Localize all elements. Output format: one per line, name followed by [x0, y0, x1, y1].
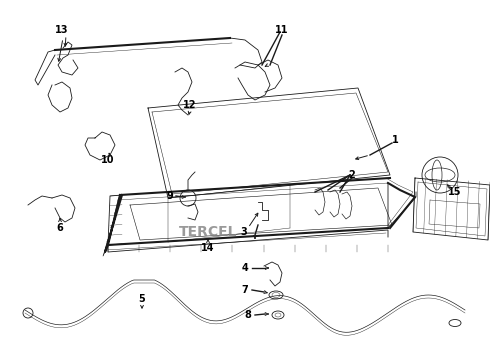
- Text: 3: 3: [241, 227, 247, 237]
- Text: 10: 10: [101, 155, 115, 165]
- Text: TERCEL: TERCEL: [179, 225, 237, 239]
- Text: 15: 15: [448, 187, 462, 197]
- Text: 13: 13: [55, 25, 69, 35]
- Text: 2: 2: [348, 170, 355, 180]
- Text: 6: 6: [57, 223, 63, 233]
- Text: 9: 9: [167, 191, 173, 201]
- Text: 12: 12: [183, 100, 197, 110]
- Text: 11: 11: [275, 25, 289, 35]
- Text: 7: 7: [242, 285, 248, 295]
- Text: 5: 5: [139, 294, 146, 304]
- Text: 4: 4: [242, 263, 248, 273]
- Text: 14: 14: [201, 243, 215, 253]
- Text: 8: 8: [245, 310, 251, 320]
- Text: 1: 1: [392, 135, 398, 145]
